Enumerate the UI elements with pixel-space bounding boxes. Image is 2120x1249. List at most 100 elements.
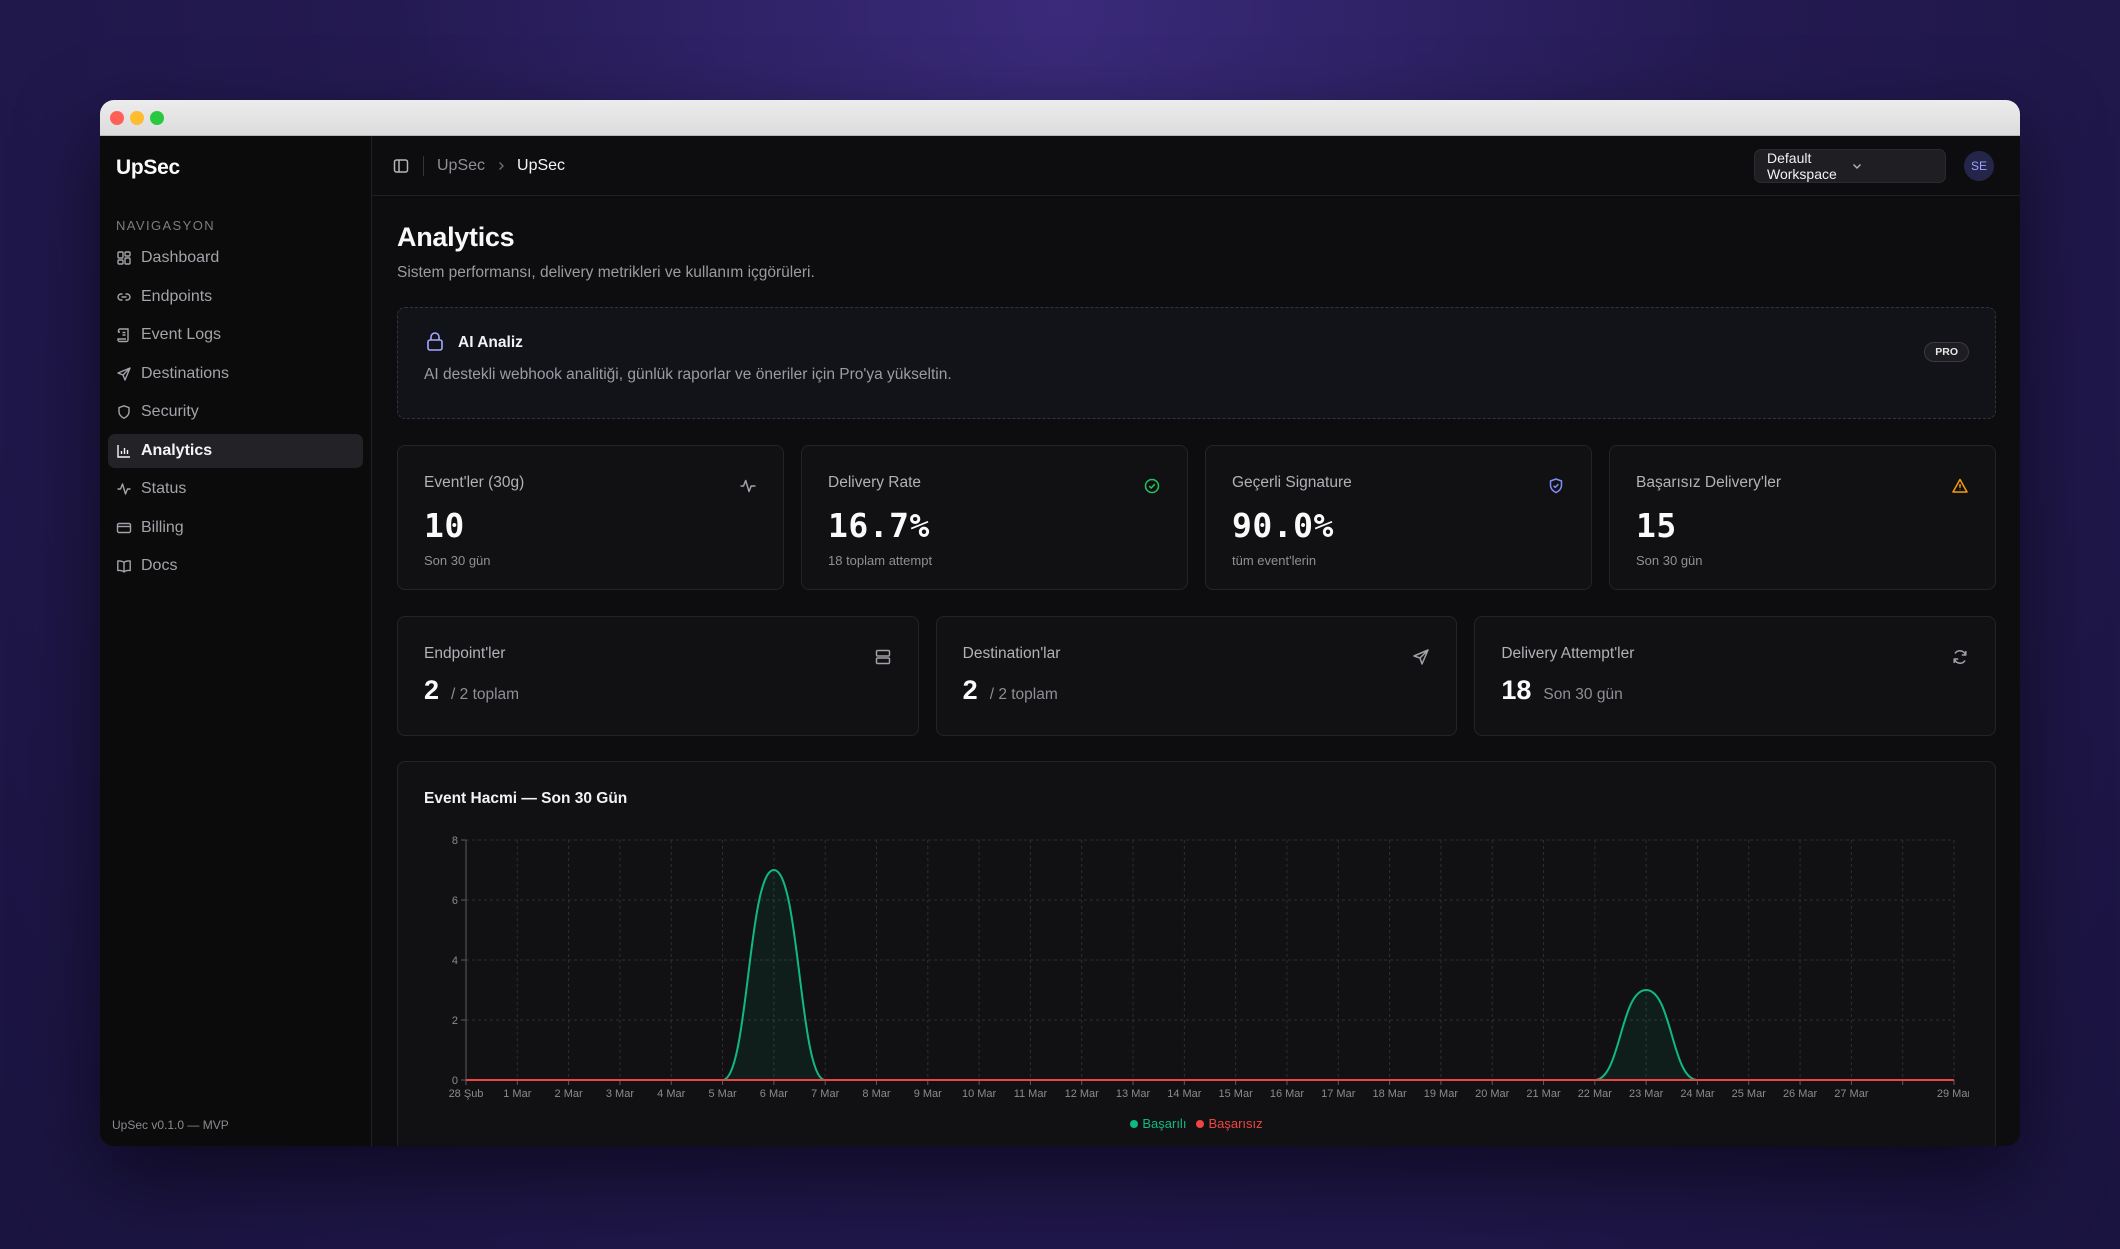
stat-subtext: Son 30 gün xyxy=(1543,686,1623,703)
scroll-icon xyxy=(116,327,132,343)
chart-title: Event Hacmi — Son 30 Gün xyxy=(424,790,628,807)
stat-label: Event'ler (30g) xyxy=(424,474,525,491)
workspace-select[interactable]: Default Workspace xyxy=(1754,148,1946,183)
sidebar-item-label: Status xyxy=(141,480,187,497)
x-tick-label: 29 Mar xyxy=(1937,1088,1969,1100)
stat-card-delivery-attempts: Delivery Attempt'ler 18 Son 30 gün xyxy=(1474,616,1997,736)
sidebar-toggle-icon[interactable] xyxy=(392,157,410,175)
legend-item-failed[interactable]: Başarısız xyxy=(1196,1116,1263,1131)
x-tick-label: 3 Mar xyxy=(606,1088,634,1100)
y-tick-label: 0 xyxy=(452,1075,458,1087)
x-tick-label: 27 Mar xyxy=(1834,1088,1869,1100)
x-tick-label: 9 Mar xyxy=(914,1088,942,1100)
page-content: Analytics Sistem performansı, delivery m… xyxy=(372,196,2020,1146)
stat-value: 2 xyxy=(962,675,978,705)
x-tick-label: 1 Mar xyxy=(503,1088,531,1100)
link-icon xyxy=(116,289,132,305)
sidebar-item-endpoints[interactable]: Endpoints xyxy=(108,280,363,314)
refresh-icon xyxy=(1951,648,1969,666)
window-titlebar xyxy=(100,100,2020,136)
breadcrumb-current: UpSec xyxy=(517,156,566,174)
series-success-line xyxy=(465,868,1954,1081)
x-tick-label: 21 Mar xyxy=(1526,1088,1561,1100)
series-success-area xyxy=(466,870,1954,1080)
stat-label: Delivery Attempt'ler xyxy=(1501,645,1635,662)
stat-value: 15 xyxy=(1636,506,1677,545)
minimize-window-button[interactable] xyxy=(130,111,144,125)
stat-label: Endpoint'ler xyxy=(424,645,506,662)
sidebar-item-label: Endpoints xyxy=(141,287,213,305)
legend-label: Başarılı xyxy=(1142,1116,1187,1131)
legend-label: Başarısız xyxy=(1208,1116,1263,1131)
legend-item-success[interactable]: Başarılı xyxy=(1130,1116,1186,1131)
top-header: UpSec UpSec Default Workspace SE xyxy=(372,136,2020,196)
y-tick-label: 6 xyxy=(452,895,458,907)
shield-check-icon xyxy=(1547,477,1565,495)
event-volume-chart: 0 2 4 6 8 28 Şub 1 Mar 2 Mar 3 Mar 4 Mar 5 Mar 6 Ma… xyxy=(449,835,1969,1100)
stat-card-failed-deliveries: Başarısız Delivery'ler 15 Son 30 gün xyxy=(1609,445,1996,590)
page-subtitle: Sistem performansı, delivery metrikleri … xyxy=(397,264,815,281)
legend-dot-failed xyxy=(1196,1119,1205,1128)
x-tick-label: 12 Mar xyxy=(1065,1088,1100,1100)
secondary-stats-row: Endpoint'ler 2 / 2 toplam Destination'la… xyxy=(397,616,1997,736)
sidebar-item-analytics[interactable]: Analytics xyxy=(108,433,363,468)
sidebar-item-event-logs[interactable]: Event Logs xyxy=(108,318,363,352)
ai-analysis-card: AI Analiz AI destekli webhook analitiği,… xyxy=(397,307,1996,419)
sidebar-item-destinations[interactable]: Destinations xyxy=(108,357,363,391)
brand-logo[interactable]: UpSec xyxy=(116,156,180,179)
sidebar-item-status[interactable]: Status xyxy=(108,472,363,506)
stat-value: 18 xyxy=(1501,675,1532,705)
stat-card-valid-signature: Geçerli Signature 90.0% tüm event'lerin xyxy=(1205,445,1592,590)
sidebar-item-label: Docs xyxy=(141,557,178,574)
dashboard-icon xyxy=(116,250,132,266)
stat-value: 16.7% xyxy=(828,506,930,545)
workspace-select-value: Default Workspace xyxy=(1767,149,1837,182)
breadcrumb-item[interactable]: UpSec xyxy=(437,156,486,174)
x-tick-label: 13 Mar xyxy=(1116,1088,1151,1100)
stat-subtext: Son 30 gün xyxy=(424,553,491,568)
primary-stats-row: Event'ler (30g) 10 Son 30 gün Delivery R… xyxy=(397,445,1996,590)
x-tick-label: 24 Mar xyxy=(1680,1088,1715,1100)
sidebar-item-label: Dashboard xyxy=(141,249,220,266)
sidebar-item-label: Destinations xyxy=(141,364,230,382)
main-area: UpSec UpSec Default Workspace SE Analyti… xyxy=(372,136,2020,1146)
stat-card-delivery-rate: Delivery Rate 16.7% 18 toplam attempt xyxy=(801,445,1188,590)
stat-label: Başarısız Delivery'ler xyxy=(1636,474,1782,491)
close-window-button[interactable] xyxy=(110,111,124,125)
ai-card-description: AI destekli webhook analitiği, günlük ra… xyxy=(424,366,952,383)
stat-label: Geçerli Signature xyxy=(1232,474,1352,491)
sidebar-item-dashboard[interactable]: Dashboard xyxy=(108,241,363,275)
credit-card-icon xyxy=(116,520,132,536)
x-tick-label: 25 Mar xyxy=(1732,1088,1767,1100)
warning-icon xyxy=(1951,477,1969,495)
stat-subtext: / 2 toplam xyxy=(451,686,520,703)
chart-legend: Başarılı Başarısız xyxy=(398,1116,1995,1131)
lock-icon xyxy=(424,330,446,352)
avatar[interactable]: SE xyxy=(1964,150,1994,181)
stat-value: 10 xyxy=(424,506,465,545)
server-icon xyxy=(874,648,892,666)
stat-subtext: / 2 toplam xyxy=(989,686,1058,703)
stat-subtext: 18 toplam attempt xyxy=(828,553,933,568)
stat-label: Delivery Rate xyxy=(828,474,922,491)
x-tick-label: 28 Şub xyxy=(449,1088,484,1100)
stat-card-events: Event'ler (30g) 10 Son 30 gün xyxy=(397,445,784,590)
ai-card-title: AI Analiz xyxy=(458,334,523,351)
stat-card-destinations: Destination'lar 2 / 2 toplam xyxy=(935,616,1458,736)
sidebar-item-label: Billing xyxy=(141,518,184,536)
x-tick-label: 26 Mar xyxy=(1783,1088,1818,1100)
sidebar-item-label: Event Logs xyxy=(141,326,222,343)
stat-value: 90.0% xyxy=(1232,506,1334,545)
app-window: UpSec NAVIGASYON Dashboard Endpoints Eve… xyxy=(100,100,2020,1146)
legend-dot-success xyxy=(1130,1119,1139,1128)
x-tick-label: 4 Mar xyxy=(657,1088,685,1100)
send-icon xyxy=(116,366,132,382)
sidebar-item-billing[interactable]: Billing xyxy=(108,511,363,545)
sidebar-item-docs[interactable]: Docs xyxy=(108,549,363,583)
app-version: UpSec v0.1.0 — MVP xyxy=(112,1118,229,1132)
sidebar-item-security[interactable]: Security xyxy=(108,395,363,429)
x-tick-label: 22 Mar xyxy=(1578,1088,1613,1100)
x-tick-label: 10 Mar xyxy=(962,1088,997,1100)
x-tick-label: 15 Mar xyxy=(1219,1088,1254,1100)
maximize-window-button[interactable] xyxy=(150,111,164,125)
